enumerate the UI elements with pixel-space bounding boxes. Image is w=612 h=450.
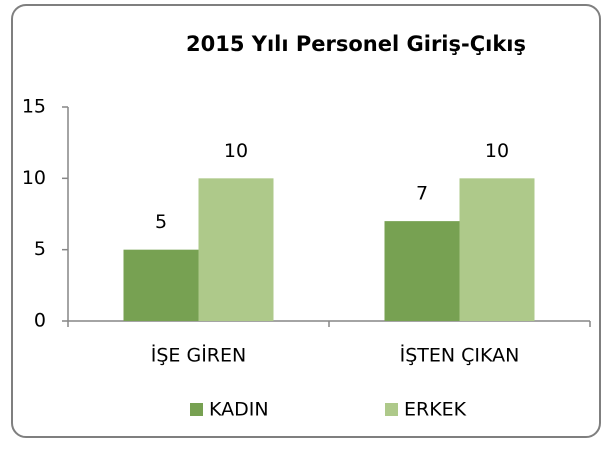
legend-swatch — [190, 403, 203, 416]
data-label: 5 — [155, 211, 167, 233]
y-tick-label: 15 — [22, 96, 46, 118]
legend-label: ERKEK — [404, 399, 467, 421]
x-tick-label: İŞTEN ÇIKAN — [400, 344, 520, 367]
data-label: 10 — [224, 140, 248, 162]
data-label: 10 — [485, 140, 509, 162]
x-tick-label: İŞE GİREN — [151, 344, 246, 367]
legend-swatch — [385, 403, 398, 416]
legend-label: KADIN — [209, 399, 269, 421]
bar — [459, 178, 535, 321]
bar — [123, 249, 199, 321]
y-tick-label: 5 — [34, 238, 46, 260]
chart-frame — [11, 4, 601, 438]
bar — [198, 178, 274, 321]
y-tick-label: 0 — [34, 310, 46, 332]
y-tick-label: 10 — [22, 167, 46, 189]
chart-title: 2015 Yılı Personel Giriş-Çıkış — [186, 32, 526, 56]
data-label: 7 — [416, 183, 428, 205]
bar — [384, 221, 460, 321]
